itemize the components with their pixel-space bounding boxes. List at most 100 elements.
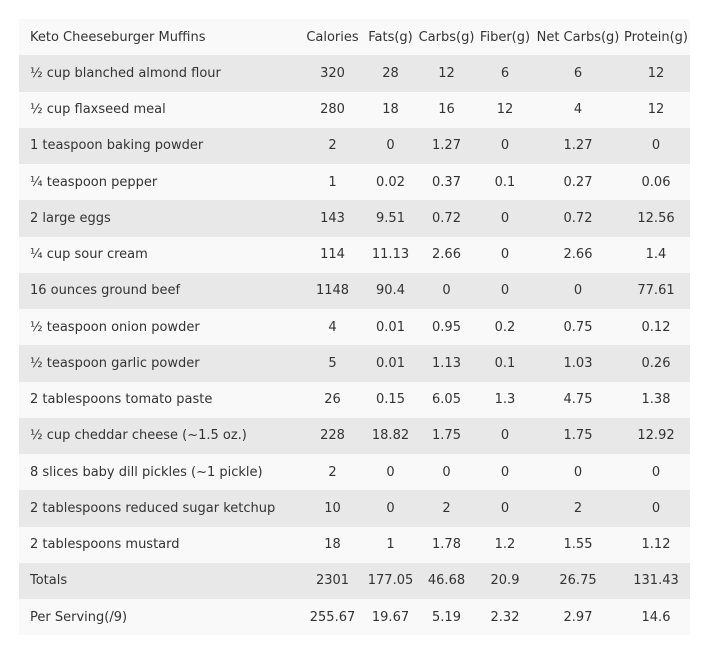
cell-calories: 280 — [320, 102, 345, 118]
table-row: 2 large eggs 143 9.51 0.72 0 0.72 12.56 — [19, 200, 690, 237]
cell-fiber: 0.2 — [494, 319, 516, 335]
table-header-row: Keto Cheeseburger Muffins Calories Fats(… — [19, 19, 690, 56]
cell-fats: 28 — [382, 65, 399, 81]
cell-carbs: 1.13 — [432, 355, 461, 371]
cell-protein: 12 — [647, 102, 665, 118]
cell-calories: 26 — [324, 392, 341, 408]
cell-net-carbs: 26.75 — [559, 573, 597, 589]
cell-calories: 1 — [328, 174, 337, 190]
header-calories: Calories — [306, 29, 359, 45]
cell-carbs: 0 — [442, 464, 451, 480]
cell-carbs: 0.95 — [432, 319, 461, 335]
cell-ingredient: ½ cup cheddar cheese (~1.5 oz.) — [30, 428, 247, 444]
cell-calories: 18 — [324, 537, 341, 553]
cell-ingredient: 2 tablespoons mustard — [30, 537, 180, 553]
cell-protein: 77.61 — [637, 283, 675, 299]
cell-net-carbs: 1.03 — [563, 355, 593, 371]
cell-fiber: 0 — [500, 464, 510, 480]
cell-ingredient: ½ teaspoon onion powder — [30, 319, 200, 335]
cell-ingredient: ¼ teaspoon pepper — [30, 174, 158, 190]
cell-fats: 177.05 — [367, 573, 414, 589]
cell-net-carbs: 0 — [573, 464, 583, 480]
header-fats: Fats(g) — [368, 29, 413, 45]
cell-protein: 0 — [651, 464, 661, 480]
cell-ingredient: Totals — [30, 573, 68, 589]
cell-calories: 143 — [320, 210, 345, 226]
cell-net-carbs: 4 — [573, 102, 583, 118]
cell-fiber: 0 — [500, 210, 510, 226]
cell-carbs: 16 — [438, 102, 455, 118]
nutrition-table-container: Keto Cheeseburger Muffins Calories Fats(… — [19, 19, 690, 636]
header-recipe-title: Keto Cheeseburger Muffins — [30, 29, 206, 45]
cell-fats: 9.51 — [376, 210, 405, 226]
cell-fiber: 6 — [500, 65, 510, 81]
cell-fiber: 1.2 — [494, 537, 516, 553]
cell-carbs: 5.19 — [432, 609, 461, 625]
cell-net-carbs: 0.27 — [563, 174, 593, 190]
cell-protein: 0 — [651, 500, 661, 516]
cell-protein: 0.26 — [641, 355, 671, 371]
cell-ingredient: ½ teaspoon garlic powder — [30, 355, 200, 371]
cell-ingredient: ¼ cup sour cream — [30, 247, 148, 263]
cell-calories: 114 — [320, 247, 345, 263]
cell-fiber: 0.1 — [494, 174, 516, 190]
cell-net-carbs: 0 — [573, 283, 583, 299]
cell-protein: 12.92 — [637, 428, 675, 444]
table-row: ½ teaspoon onion powder 4 0.01 0.95 0.2 0.75 0… — [19, 309, 690, 346]
table-row: 2 tablespoons tomato paste 26 0.15 6.05 1.3 4… — [19, 381, 690, 418]
cell-carbs: 1.78 — [432, 537, 461, 553]
cell-protein: 1.12 — [641, 537, 671, 553]
cell-fats: 19.67 — [371, 609, 410, 625]
cell-carbs: 2.66 — [432, 247, 461, 263]
cell-protein: 0.12 — [641, 319, 671, 335]
table-row: ½ teaspoon garlic powder 5 0.01 1.13 0.1 1.03… — [19, 345, 690, 382]
cell-ingredient: 8 slices baby dill pickles (~1 pickle) — [30, 464, 263, 480]
cell-ingredient: 1 teaspoon baking powder — [30, 138, 204, 154]
cell-protein: 1.38 — [641, 392, 671, 408]
cell-fiber: 1.3 — [494, 392, 516, 408]
cell-fats: 0 — [386, 138, 395, 154]
cell-fiber: 0 — [500, 138, 510, 154]
cell-ingredient: Per Serving(/9) — [30, 609, 128, 625]
cell-fiber: 12 — [496, 102, 514, 118]
cell-protein: 12.56 — [637, 210, 675, 226]
header-carbs: Carbs(g) — [418, 29, 475, 45]
cell-net-carbs: 4.75 — [563, 392, 593, 408]
cell-protein: 12 — [647, 65, 665, 81]
cell-fats: 0 — [386, 464, 395, 480]
cell-calories: 255.67 — [309, 609, 356, 625]
cell-fats: 18.82 — [371, 428, 410, 444]
cell-net-carbs: 2.66 — [563, 247, 593, 263]
cell-carbs: 6.05 — [432, 392, 461, 408]
cell-fats: 0.15 — [376, 392, 405, 408]
cell-carbs: 46.68 — [427, 573, 466, 589]
table-row: 2 tablespoons reduced sugar ketchup 10 0 2 0… — [19, 490, 690, 527]
cell-fats: 0.02 — [376, 174, 405, 190]
cell-ingredient: 2 tablespoons reduced sugar ketchup — [30, 500, 276, 516]
cell-carbs: 1.75 — [432, 428, 461, 444]
cell-net-carbs: 2.97 — [563, 609, 593, 625]
table-row: ½ cup cheddar cheese (~1.5 oz.) 228 18.82 1… — [19, 417, 690, 454]
table-row: 8 slices baby dill pickles (~1 pickle) 2 0… — [19, 454, 690, 491]
table-row: 2 tablespoons mustard 18 1 1.78 1.2 1.55 1.12 — [19, 526, 690, 563]
cell-protein: 1.4 — [645, 247, 667, 263]
cell-fats: 18 — [382, 102, 399, 118]
cell-calories: 4 — [328, 319, 337, 335]
cell-carbs: 2 — [442, 500, 451, 516]
cell-calories: 228 — [320, 428, 345, 444]
cell-protein: 0 — [651, 138, 661, 154]
cell-net-carbs: 6 — [573, 65, 583, 81]
cell-carbs: 0.37 — [432, 174, 461, 190]
cell-calories: 2 — [328, 464, 337, 480]
cell-protein: 131.43 — [633, 573, 679, 589]
cell-net-carbs: 0.72 — [563, 210, 593, 226]
cell-protein: 14.6 — [641, 609, 671, 625]
table-row: ½ cup blanched almond flour 320 28 12 6 6 12 — [19, 55, 690, 92]
cell-fiber: 0 — [500, 247, 510, 263]
cell-fiber: 20.9 — [490, 573, 520, 589]
cell-fiber: 0.1 — [494, 355, 516, 371]
cell-net-carbs: 1.75 — [563, 428, 593, 444]
table-row: ¼ cup sour cream 114 11.13 2.66 0 2.66 1.4 — [19, 236, 690, 273]
cell-fats: 11.13 — [371, 247, 410, 263]
cell-calories: 1148 — [315, 283, 350, 299]
